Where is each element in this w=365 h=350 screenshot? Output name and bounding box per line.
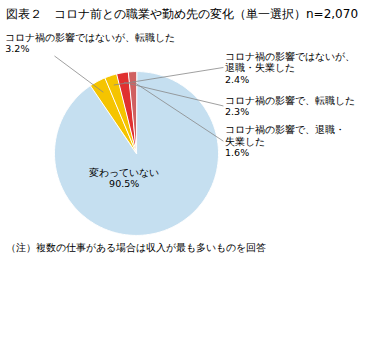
svg-text:コロナ禍の影響で、転職した2.3%: コロナ禍の影響で、転職した2.3% xyxy=(225,95,355,117)
html-text:（注）複数の仕事がある場合は収入が最も多いものを回答: （注）複数の仕事がある場合は収入が最も多いものを回答 xyxy=(6,242,266,254)
svg-text:コロナ禍の影響ではないが、退職・失業した2.4%: コロナ禍の影響ではないが、退職・失業した2.4% xyxy=(225,51,355,85)
svg-text:変わっていない90.5%: 変わっていない90.5% xyxy=(89,167,159,189)
svg-text:コロナ禍の影響ではないが、転職した3.2%: コロナ禍の影響ではないが、転職した3.2% xyxy=(5,32,175,54)
svg-text:コロナ禍の影響で、退職・失業した1.6%: コロナ禍の影響で、退職・失業した1.6% xyxy=(225,125,345,159)
html-text:図表２ コロナ前との職業や勤め先の変化（単一選択）n=2,0: 図表２ コロナ前との職業や勤め先の変化（単一選択）n=2,070 xyxy=(6,7,358,21)
